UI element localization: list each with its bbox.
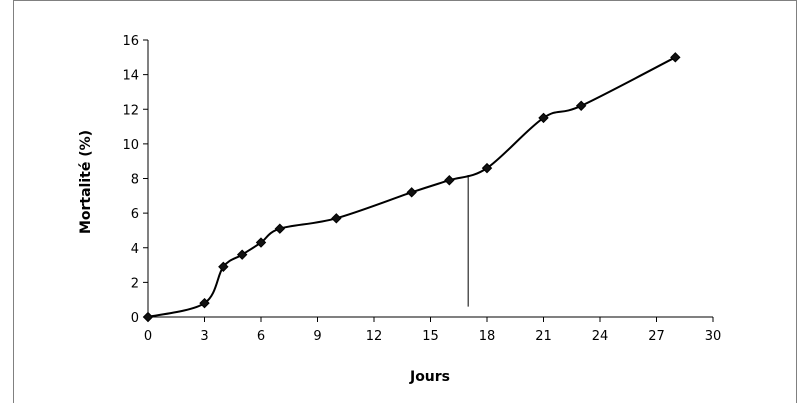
data-point-marker [274,223,286,234]
data-point-marker [406,187,417,198]
data-point-marker [670,52,681,63]
x-tick-label: 15 [422,329,439,344]
data-point-marker [575,100,587,111]
data-point-marker [255,237,267,248]
x-tick-label: 21 [535,329,552,344]
data-point-marker [142,311,154,323]
y-tick-label: 16 [122,34,139,49]
y-tick-label: 2 [131,276,139,291]
chart-frame [13,0,797,403]
data-point-marker [538,112,549,124]
x-axis-title: Jours [409,369,450,385]
axes [143,39,714,322]
data-point-marker [218,261,229,273]
y-tick-label: 0 [131,311,139,326]
series-layer [142,52,681,323]
y-tick-label: 10 [122,138,139,153]
x-tick-label: 0 [144,329,152,344]
y-tick-label: 8 [131,173,139,188]
x-tick-label: 3 [200,329,208,344]
x-tick-label: 12 [366,329,383,344]
x-tick-label: 6 [257,329,265,344]
x-tick-label: 24 [592,329,609,344]
x-tick-label: 27 [648,329,665,344]
y-axis-title: Mortalité (%) [78,130,94,234]
data-point-marker [199,297,210,309]
x-tick-label: 9 [313,329,321,344]
y-tick-label: 12 [122,103,139,118]
y-tick-label: 6 [131,207,139,222]
data-point-marker [481,162,493,174]
data-point-marker [236,249,248,260]
data-point-marker [331,213,342,224]
y-tick-label: 4 [131,242,139,257]
y-tick-label: 14 [122,69,139,84]
data-point-marker [444,175,455,186]
x-tick-label: 30 [705,329,722,344]
x-tick-label: 18 [479,329,496,344]
